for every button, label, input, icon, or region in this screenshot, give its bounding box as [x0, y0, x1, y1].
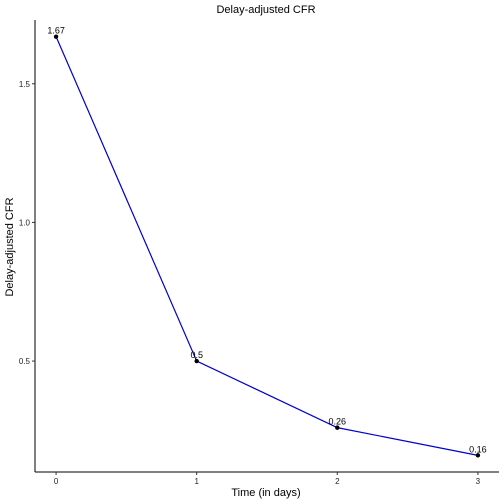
y-axis-label: Delay-adjusted CFR [4, 197, 16, 296]
data-point [53, 34, 59, 39]
x-tick-label: 2 [335, 477, 340, 486]
data-label: 0.5 [190, 350, 203, 360]
chart-title: Delay-adjusted CFR [216, 4, 315, 16]
x-tick-label: 3 [476, 477, 481, 486]
series-line [55, 36, 479, 456]
y-tick-label: 0.5 [19, 357, 31, 366]
x-axis-label: Time (in days) [231, 487, 300, 499]
data-point [335, 425, 340, 430]
series: 1.67 0.5 0.26 0.16 [47, 26, 487, 458]
data-point [475, 453, 481, 458]
ticks: 0 1 2 3 0.5 1.0 1.5 [19, 80, 481, 486]
axes [34, 20, 499, 473]
y-tick-label: 1.0 [19, 218, 31, 227]
data-point [194, 358, 199, 364]
data-label: 1.67 [47, 26, 65, 36]
data-label: 0.16 [469, 444, 487, 454]
y-tick-label: 1.5 [19, 80, 31, 89]
x-tick-label: 1 [194, 477, 199, 486]
data-label: 0.26 [329, 417, 347, 427]
x-tick-label: 0 [54, 477, 59, 486]
